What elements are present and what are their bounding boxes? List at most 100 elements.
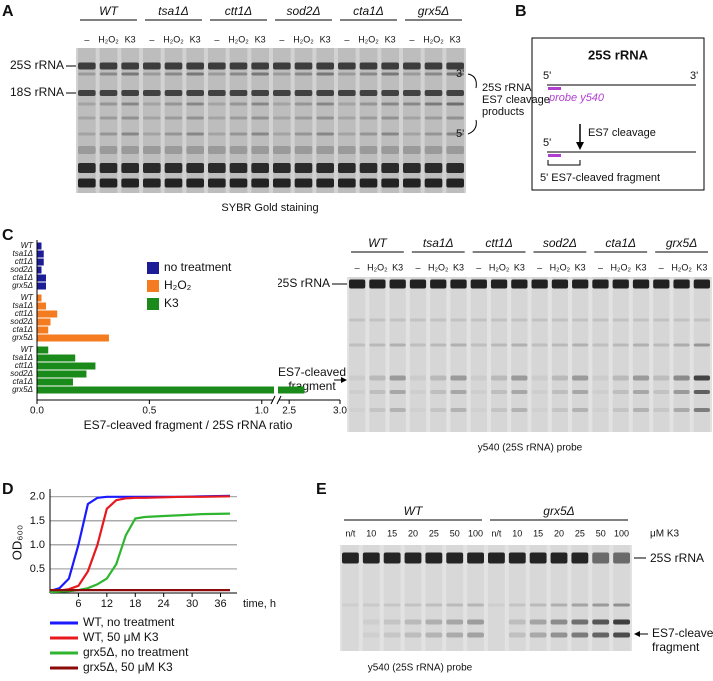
line [49, 494, 231, 593]
legend-label: grx5Δ, 50 μM K3 [83, 660, 173, 674]
gel-band [381, 62, 399, 70]
gel-band [409, 318, 427, 322]
group-label: sod2Δ [543, 236, 577, 250]
gel-band [693, 408, 710, 412]
gel-band [550, 619, 568, 625]
probe [548, 154, 561, 157]
lane-label: – [598, 262, 603, 272]
gel-band [186, 102, 204, 106]
gel-band [488, 603, 505, 607]
gel-band [369, 343, 386, 347]
fragment-label: ES7-cleaved [278, 365, 346, 379]
gel-band [612, 375, 629, 381]
x-tick-label: 1.0 [255, 406, 269, 417]
gel-band [409, 390, 427, 394]
gel-band [592, 552, 610, 564]
gel-band [572, 408, 589, 412]
gel-band [490, 408, 508, 412]
x-axis-label: time, h [243, 598, 276, 610]
lane-label: H₂O₂ [428, 262, 449, 272]
gel-band [389, 375, 406, 381]
x-tick-label: 2.5 [282, 406, 296, 417]
axis-break [270, 395, 282, 405]
arrow-head [341, 377, 347, 383]
gel-lane [508, 545, 526, 651]
gel-band [409, 279, 427, 289]
y-tick-label: grx5Δ [12, 333, 33, 342]
gel-band [403, 116, 421, 120]
gel-band [425, 619, 443, 625]
gel-band [273, 116, 291, 120]
gel-band [551, 375, 569, 381]
gel-band [338, 146, 356, 154]
lane-label: H₂O₂ [163, 34, 184, 44]
legend-swatch [147, 262, 159, 274]
line [49, 495, 231, 593]
bar [37, 378, 73, 386]
gel-lane [273, 48, 291, 193]
gel-band [164, 163, 183, 173]
gel-band [511, 375, 528, 381]
gel-band [294, 132, 313, 136]
group-label: ctt1Δ [225, 4, 252, 18]
gel-band [653, 343, 670, 347]
group-label: WT [404, 504, 424, 518]
lane-label: K3 [320, 34, 331, 44]
caption: SYBR Gold staining [221, 202, 318, 214]
x-tick-label: 3.0 [333, 406, 347, 417]
lane-label: K3 [514, 262, 525, 272]
gel-band [143, 178, 161, 188]
gel-band [186, 178, 204, 188]
gel-band [430, 390, 447, 394]
gel-band [450, 375, 467, 381]
bar [37, 346, 49, 354]
lane-label: – [149, 34, 154, 44]
gel-band [359, 90, 378, 96]
gel-band [273, 102, 291, 106]
gel-lane [403, 48, 421, 193]
lane-label: K3 [636, 262, 647, 272]
gel-band [78, 163, 96, 173]
group-label: cta1Δ [605, 236, 636, 250]
y-tick-label: WT [21, 293, 35, 302]
gel-band [208, 90, 226, 96]
gel-band [316, 163, 334, 173]
gel-band [430, 318, 447, 322]
lane-label: K3 [190, 34, 201, 44]
panel-label: B [515, 3, 527, 20]
x-axis-label: ES7-cleaved fragment / 25S rRNA ratio [84, 418, 293, 432]
gel-band [550, 603, 568, 607]
gel-band [229, 178, 248, 188]
gel-band [383, 603, 401, 607]
gel-lane [430, 277, 447, 432]
gel-band [369, 390, 386, 394]
lane-label: n/t [491, 528, 502, 538]
gel-band [121, 132, 139, 136]
gel-band [338, 132, 356, 136]
y-tick-label: sod2Δ [10, 369, 33, 378]
gel-band [186, 90, 204, 96]
gel-band [467, 603, 484, 607]
gel-band [316, 102, 334, 106]
gel-band [143, 146, 161, 154]
gel-band [208, 146, 226, 154]
gel-band [612, 343, 629, 347]
gel-band [571, 603, 589, 607]
legend-swatch [147, 280, 159, 292]
gel-band [78, 90, 96, 96]
gel-band [446, 163, 464, 173]
gel-band [389, 343, 406, 347]
bar [37, 266, 42, 274]
gel-band [450, 408, 467, 412]
end-label: 5' [543, 137, 551, 149]
y-tick-label: WT [21, 345, 35, 354]
gel-band [229, 146, 248, 154]
gel-lane [164, 48, 183, 193]
gel-band [511, 390, 528, 394]
gel-band [403, 90, 421, 96]
gel-band [673, 279, 690, 289]
gel-band [632, 375, 650, 381]
gel-band [338, 116, 356, 120]
gel-band [316, 72, 334, 76]
lane-label: – [214, 34, 219, 44]
